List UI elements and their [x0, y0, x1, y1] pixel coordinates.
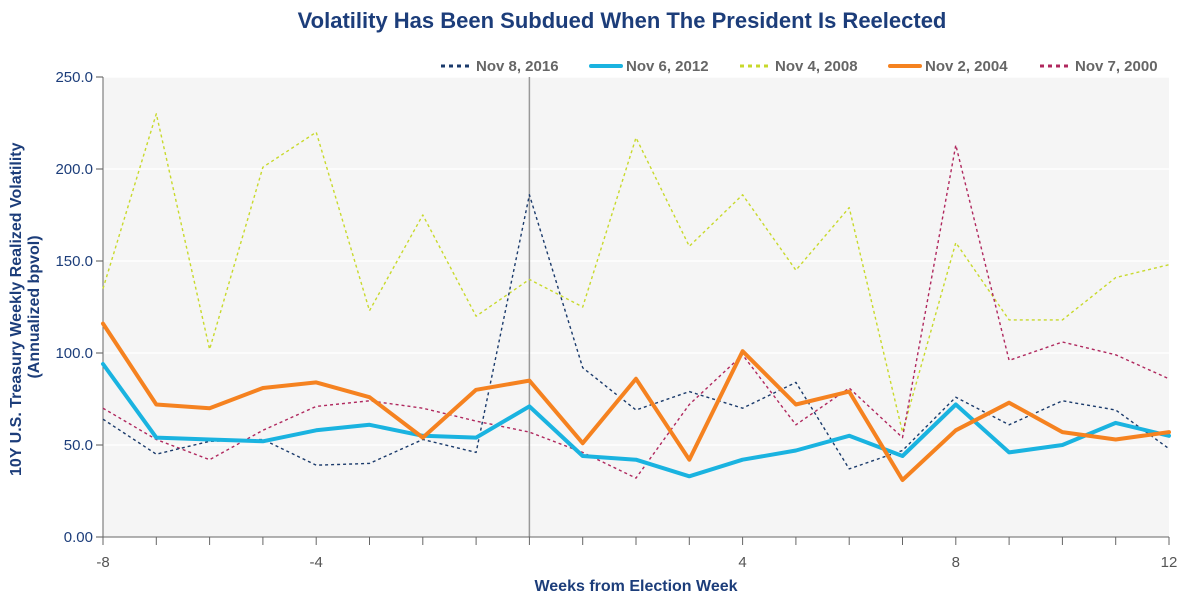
- y-axis-title: 10Y U.S. Treasury Weekly Realized Volati…: [8, 138, 43, 476]
- series-lines: [101, 113, 1171, 482]
- legend-label: Nov 2, 2004: [925, 58, 1008, 75]
- series-line-nov-2-2004: [101, 321, 1171, 482]
- chart-title: Volatility Has Been Subdued When The Pre…: [298, 8, 947, 33]
- plot-area: [103, 77, 1169, 537]
- y-tick-label: 200.0: [55, 161, 93, 178]
- x-tick-label: 8: [952, 554, 960, 571]
- legend: Nov 8, 2016 Nov 6, 2012 Nov 4, 2008 Nov 2, …: [441, 58, 1158, 75]
- x-tick-label: 12: [1161, 554, 1178, 571]
- gridlines: [103, 76, 1169, 537]
- x-tick-label: 4: [738, 554, 746, 571]
- legend-item: Nov 7, 2000: [1040, 58, 1158, 75]
- legend-item: Nov 2, 2004: [888, 58, 1008, 75]
- legend-item: Nov 8, 2016: [441, 58, 559, 75]
- y-tick-label: 150.0: [55, 253, 93, 270]
- y-tick-label: 50.0: [64, 437, 93, 454]
- series-line-nov-7-2000: [102, 144, 1170, 479]
- x-tick-label: -8: [96, 554, 109, 571]
- x-tick-label: -4: [310, 554, 323, 571]
- legend-label: Nov 4, 2008: [775, 58, 858, 75]
- legend-label: Nov 7, 2000: [1075, 58, 1158, 75]
- legend-item: Nov 4, 2008: [740, 58, 858, 75]
- legend-label: Nov 8, 2016: [476, 58, 559, 75]
- axes: 0.00 50.0 100.0 150.0 200.0 250.0 -8 -4 4 8 12: [55, 69, 1177, 571]
- y-tick-label: 250.0: [55, 69, 93, 86]
- series-line-nov-6-2012: [101, 362, 1171, 479]
- series-line-nov-4-2008: [102, 113, 1170, 433]
- legend-item: Nov 6, 2012: [589, 58, 709, 75]
- legend-label: Nov 6, 2012: [626, 58, 709, 75]
- x-axis-title: Weeks from Election Week: [534, 578, 737, 595]
- y-tick-label: 100.0: [55, 345, 93, 362]
- y-axis-title-line-2: (Annualized bpvol): [26, 235, 43, 378]
- y-axis-title-line-1: 10Y U.S. Treasury Weekly Realized Volati…: [8, 142, 25, 476]
- y-tick-label: 0.00: [64, 529, 93, 546]
